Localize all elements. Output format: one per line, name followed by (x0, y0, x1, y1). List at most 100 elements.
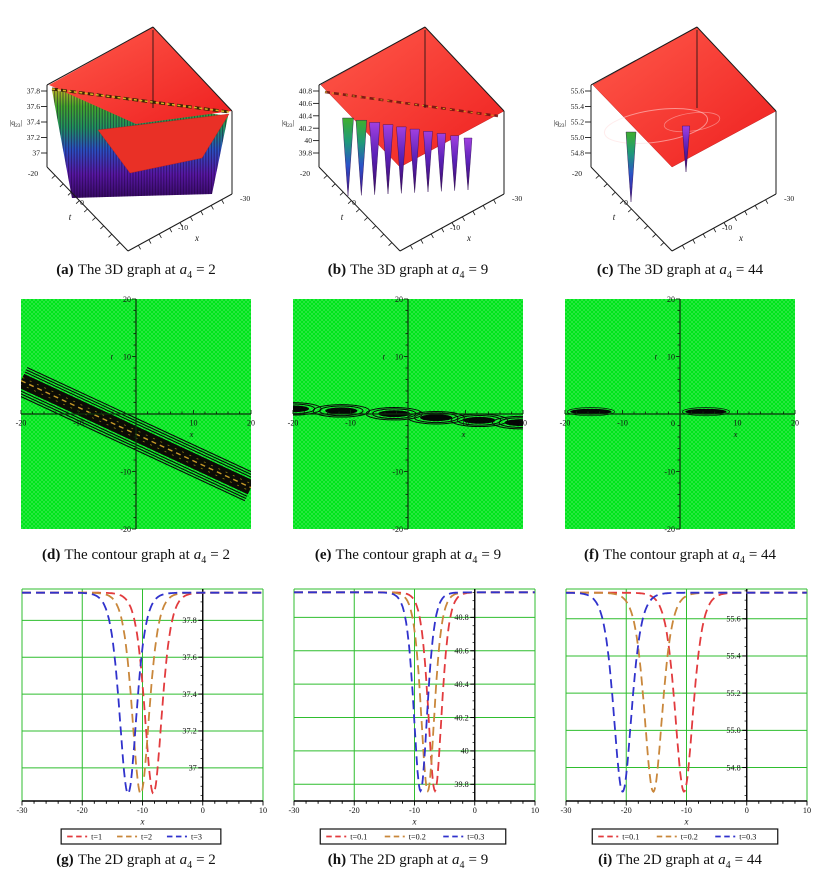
svg-text:0: 0 (624, 198, 628, 207)
svg-text:-30: -30 (561, 806, 572, 815)
svg-text:10: 10 (190, 419, 198, 428)
svg-text:-30: -30 (240, 194, 250, 203)
caption-param-sub: 4 (459, 860, 465, 871)
svg-text:0: 0 (80, 198, 84, 207)
svg-text:0: 0 (671, 419, 675, 428)
svg-text:37.8: 37.8 (182, 616, 196, 625)
caption-param: a (179, 852, 188, 868)
svg-text:37.6: 37.6 (27, 102, 40, 111)
svg-text:t=0.2: t=0.2 (681, 833, 698, 842)
svg-text:t: t (111, 352, 114, 362)
caption-value: = 44 (735, 262, 764, 278)
svg-text:t: t (655, 352, 658, 362)
svg-text:x: x (461, 429, 466, 439)
panel-3d-c: 55.6 55.4 55.2 55.0 54.8 |q23| -20 0 t -10 x -30 (c… (544, 4, 816, 286)
svg-text:t=0.3: t=0.3 (467, 833, 484, 842)
caption-tag: (h) (327, 852, 347, 868)
plot-2d-g: 37 37.2 37.4 37.6 37.8 -30 -20 -10 0 10 x t=1 t=2 t=3 (17, 588, 267, 845)
svg-text:39.8: 39.8 (299, 149, 312, 158)
svg-text:37.2: 37.2 (182, 727, 196, 736)
svg-text:54.8: 54.8 (571, 149, 584, 158)
caption-text: The contour graph at (602, 547, 729, 563)
svg-text:t: t (69, 212, 72, 222)
svg-text:-10: -10 (617, 419, 628, 428)
svg-text:-30: -30 (289, 806, 300, 815)
row-3d-graphs: 37.8 37.6 37.4 37.2 37 |q23| -20 0 t -10 x -30 (a) T… (0, 4, 816, 286)
caption-text: The 2D graph at (350, 852, 448, 868)
svg-text:20: 20 (519, 419, 527, 428)
svg-text:x: x (684, 817, 689, 827)
svg-text:-10: -10 (392, 468, 403, 477)
svg-text:40: 40 (304, 136, 312, 145)
svg-text:55.0: 55.0 (726, 726, 740, 735)
plot-contour-d: -20 -10 10 20 20 10 -10 -20 x t (16, 295, 255, 534)
svg-text:0: 0 (201, 806, 205, 815)
svg-text:55.6: 55.6 (726, 615, 740, 624)
svg-text:t=0.2: t=0.2 (409, 833, 426, 842)
plot-2d-i: 54.8 55.0 55.2 55.4 55.6 -30 -20 -10 0 10 x t=0.1 t=… (561, 588, 811, 845)
caption-tag: (f) (583, 547, 599, 563)
svg-text:55.0: 55.0 (571, 133, 584, 142)
svg-text:-20: -20 (349, 806, 360, 815)
svg-text:37.4: 37.4 (182, 690, 196, 699)
panel-contour-f: -20 -10 10 20 20 10 -10 -20 x t 0 (f) The contour g… (544, 294, 816, 571)
svg-text:37: 37 (189, 764, 197, 773)
caption-value: = 44 (734, 852, 762, 868)
caption-tag: (i) (598, 852, 613, 868)
caption-param: a (179, 262, 188, 278)
caption-value: = 2 (210, 547, 230, 563)
svg-text:t=3: t=3 (191, 833, 202, 842)
svg-text:40.2: 40.2 (299, 124, 312, 133)
svg-text:-20: -20 (77, 806, 88, 815)
svg-text:-20: -20 (572, 169, 582, 178)
panel-2d-i: 54.8 55.0 55.2 55.4 55.6 -30 -20 -10 0 10 x t=0.1 t=… (544, 583, 816, 876)
caption-tag: (g) (56, 852, 74, 868)
svg-text:54.8: 54.8 (726, 763, 740, 772)
svg-text:-30: -30 (784, 194, 794, 203)
svg-text:-20: -20 (288, 419, 299, 428)
caption-panel-f: (f) The contour graph at a4 = 44 (584, 545, 776, 571)
svg-text:-10: -10 (409, 806, 420, 815)
svg-text:10: 10 (531, 806, 539, 815)
caption-param-sub: 4 (739, 555, 745, 566)
svg-text:10: 10 (462, 419, 470, 428)
svg-text:t=1: t=1 (91, 833, 102, 842)
svg-text:-10: -10 (722, 223, 732, 232)
svg-text:-20: -20 (621, 806, 632, 815)
caption-param: a (718, 852, 726, 868)
panel-2d-g: 37 37.2 37.4 37.6 37.8 -30 -20 -10 0 10 x t=1 t=2 t=3… (0, 583, 272, 876)
svg-text:t: t (341, 212, 344, 222)
caption-value: = 9 (468, 852, 489, 868)
svg-text:37.6: 37.6 (182, 653, 196, 662)
svg-text:x: x (466, 233, 471, 243)
svg-text:40.4: 40.4 (454, 680, 468, 689)
panel-contour-d: -20 -10 10 20 20 10 -10 -20 x t (d) The contour gr… (0, 294, 272, 571)
svg-text:-20: -20 (120, 525, 131, 534)
svg-text:|q23|: |q23| (554, 118, 566, 129)
plot-3d-b: 40.8 40.6 40.4 40.2 40 39.8 |q23| -20 0t -10 x -30 (282, 26, 522, 252)
caption-text: The 2D graph at (616, 852, 715, 868)
svg-text:37.4: 37.4 (27, 118, 40, 127)
svg-text:10: 10 (803, 806, 811, 815)
svg-text:40.8: 40.8 (454, 613, 468, 622)
caption-param: a (193, 547, 202, 563)
svg-text:0: 0 (352, 198, 356, 207)
svg-text:10: 10 (259, 806, 267, 815)
svg-text:40.2: 40.2 (454, 713, 468, 722)
caption-param-sub: 4 (187, 860, 193, 871)
svg-text:0: 0 (745, 806, 749, 815)
caption-panel-g: (g) The 2D graph at a4 = 2 (56, 850, 216, 876)
svg-text:-10: -10 (137, 806, 148, 815)
svg-text:37.8: 37.8 (27, 87, 40, 96)
caption-param: a (732, 547, 740, 563)
svg-text:x: x (733, 429, 738, 439)
svg-text:|q23|: |q23| (10, 118, 22, 129)
svg-text:20: 20 (123, 295, 131, 304)
svg-text:40.4: 40.4 (299, 111, 312, 120)
svg-text:20: 20 (791, 419, 799, 428)
caption-param-sub: 4 (726, 270, 732, 281)
panel-2d-h: 39.8 40 40.2 40.4 40.6 40.8 -30 -20 -10 0 10 x t=0.1… (272, 583, 544, 876)
svg-text:37.2: 37.2 (27, 133, 40, 142)
svg-text:10: 10 (123, 353, 131, 362)
